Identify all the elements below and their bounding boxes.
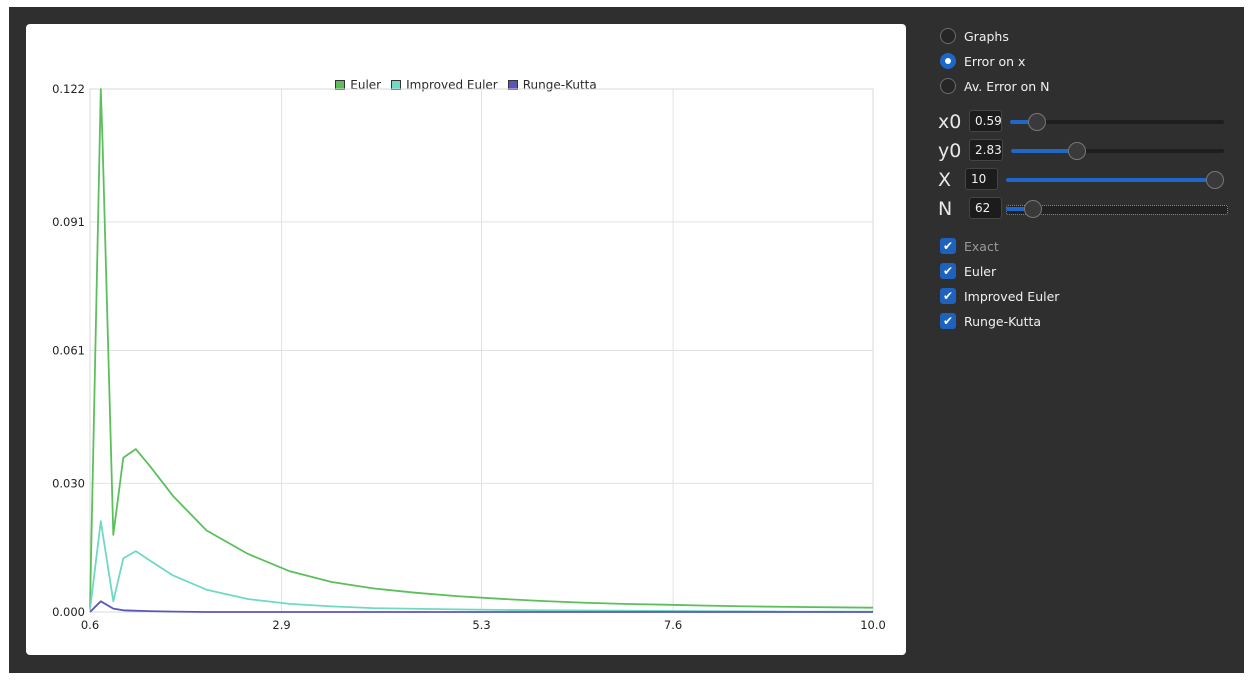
y-tick-label: 0.122 [52, 82, 85, 96]
y-tick-label: 0.061 [52, 344, 85, 358]
checkbox-improved-euler[interactable]: ✔ Improved Euler [940, 286, 1059, 306]
checkbox-runge-kutta[interactable]: ✔ Runge-Kutta [940, 311, 1041, 331]
X-slider-handle[interactable] [1206, 171, 1224, 189]
checkbox-label-runge-kutta: Runge-Kutta [964, 313, 1042, 329]
radio-indicator-av-error-on-n[interactable] [940, 78, 956, 94]
checkbox-label-improved-euler: Improved Euler [964, 288, 1060, 304]
radio-av-error-on-n[interactable]: Av. Error on N [940, 76, 1050, 96]
param-row-N: N 62 [938, 197, 1238, 221]
param-row-X: X 10 [938, 168, 1238, 192]
checkbox-label-exact: Exact [964, 238, 999, 254]
x0-slider-track[interactable] [1010, 120, 1224, 124]
checkmark-icon[interactable]: ✔ [940, 288, 956, 304]
x0-slider-handle[interactable] [1027, 113, 1046, 131]
N-slider-fill [1006, 207, 1034, 211]
y0-slider-handle[interactable] [1067, 142, 1086, 160]
N-input[interactable]: 62 [969, 197, 1002, 219]
series-line-runge-kutta [89, 600, 873, 613]
series-line-euler [89, 88, 874, 609]
checkmark-icon[interactable]: ✔ [940, 238, 956, 254]
x-tick-label: 10.0 [860, 618, 886, 632]
control-panel: Graphs Error on x Av. Error on N x0 0.59… [930, 24, 1240, 664]
y0-slider-fill [1011, 149, 1077, 153]
x0-slider-fill [1010, 120, 1037, 124]
N-slider-handle[interactable] [1024, 200, 1043, 218]
y-tick-label: 0.000 [52, 605, 85, 619]
radio-indicator-error-on-x[interactable] [940, 53, 956, 69]
y-tick-label: 0.030 [52, 476, 85, 490]
checkbox-label-euler: Euler [964, 263, 997, 279]
x-tick-label: 2.9 [272, 618, 290, 632]
param-label-N: N [938, 198, 953, 220]
series-line-improved-euler [89, 520, 873, 613]
radio-label-error-on-x: Error on x [964, 53, 1026, 69]
param-row-y0: y0 2.83 [938, 139, 1238, 163]
param-label-X: X [938, 169, 952, 191]
radio-label-av-error-on-n: Av. Error on N [964, 78, 1050, 94]
radio-graphs[interactable]: Graphs [940, 26, 1009, 46]
param-label-x0: x0 [938, 111, 962, 133]
radio-label-graphs: Graphs [964, 28, 1009, 44]
chart-plot: 0.000 0.030 0.061 0.091 0.122 0.6 2.9 5.3 7.6 10.… [52, 82, 886, 632]
X-input[interactable]: 10 [965, 168, 998, 190]
checkmark-icon[interactable]: ✔ [940, 263, 956, 279]
x-tick-label: 7.6 [664, 618, 682, 632]
param-row-x0: x0 0.59 [938, 110, 1238, 134]
X-slider-fill [1006, 178, 1215, 182]
y0-slider-track[interactable] [1011, 149, 1224, 153]
y-tick-label: 0.091 [52, 215, 85, 229]
chart-panel: Euler Improved Euler Runge-Kutta 0.000 0.… [26, 24, 906, 655]
checkmark-icon[interactable]: ✔ [940, 313, 956, 329]
x-tick-label: 5.3 [472, 618, 490, 632]
checkbox-euler[interactable]: ✔ Euler [940, 261, 996, 281]
x0-input[interactable]: 0.59 [969, 110, 1002, 132]
x-tick-label: 0.6 [81, 618, 99, 632]
radio-error-on-x[interactable]: Error on x [940, 51, 1025, 71]
y0-input[interactable]: 2.83 [969, 139, 1003, 161]
radio-indicator-graphs[interactable] [940, 28, 956, 44]
checkbox-exact[interactable]: ✔ Exact [940, 236, 999, 256]
param-label-y0: y0 [938, 140, 962, 162]
